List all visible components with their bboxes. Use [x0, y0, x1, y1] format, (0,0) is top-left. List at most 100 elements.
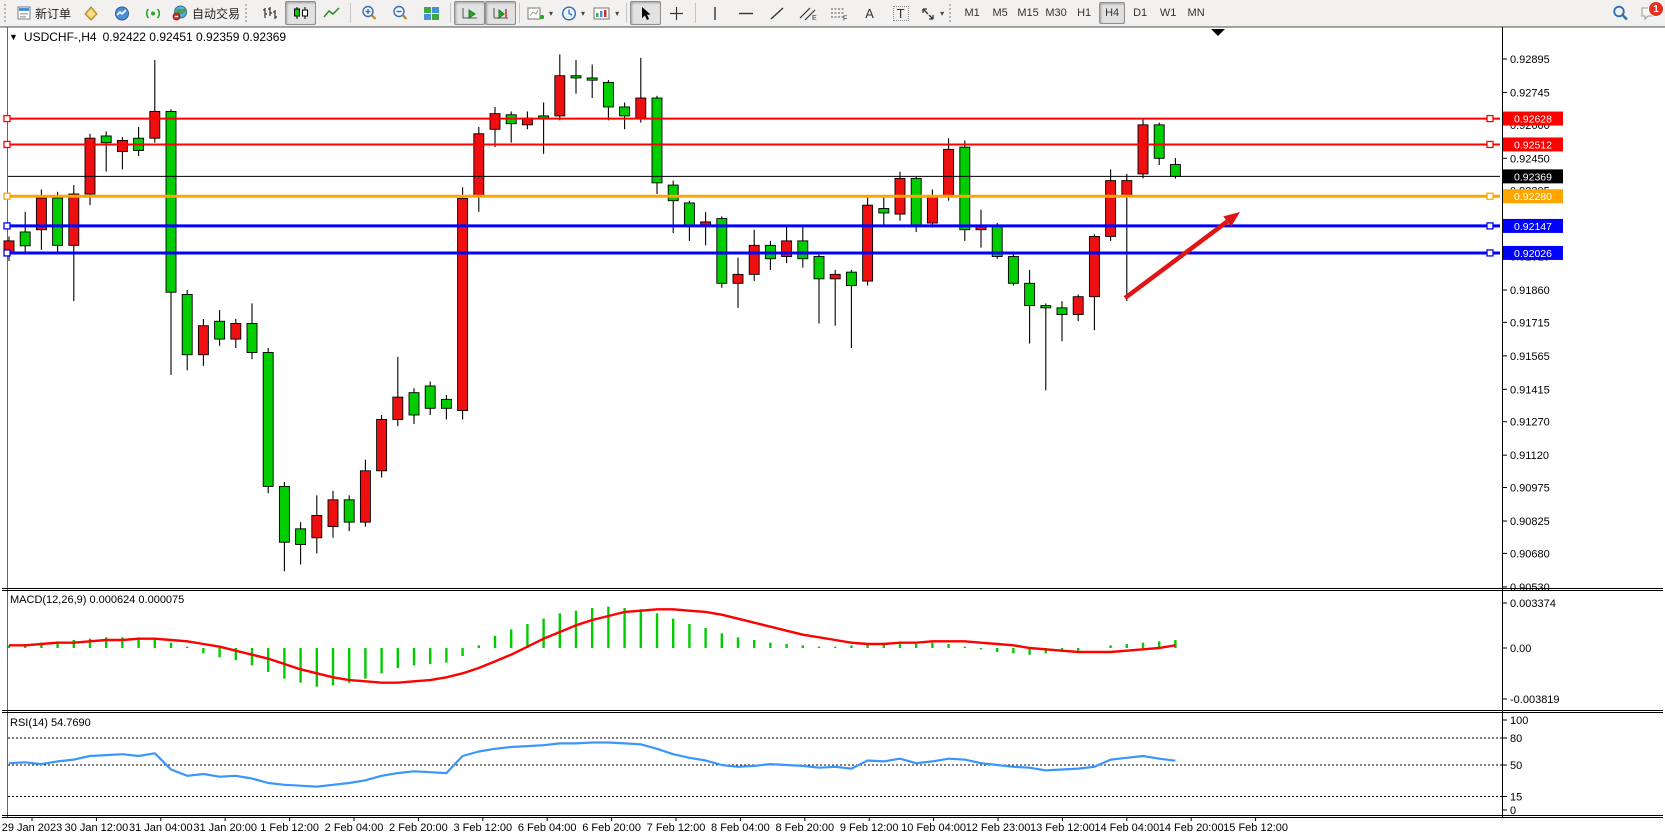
bar-chart-button[interactable] — [254, 1, 285, 25]
market-watch-icon — [114, 6, 129, 20]
toolbar-grip[interactable] — [949, 4, 955, 22]
periods-button[interactable]: ▾ — [557, 1, 589, 25]
price-tick-label: 0.91120 — [1510, 450, 1549, 462]
cursor-button[interactable] — [630, 1, 662, 25]
new-order-button[interactable]: 新订单 — [13, 1, 75, 25]
timeframe-button-D1[interactable]: D1 — [1133, 7, 1148, 19]
price-tick-label: 0.92745 — [1510, 87, 1550, 99]
notifications-button[interactable]: 1 — [1636, 1, 1664, 24]
svg-text:-0.003819: -0.003819 — [1510, 694, 1560, 706]
fibonacci-tool-button[interactable]: F — [823, 1, 854, 25]
new-chart-button[interactable]: ▾ — [523, 1, 557, 25]
toolbar-grip[interactable] — [4, 4, 10, 22]
trendline-tool-button[interactable] — [761, 1, 792, 25]
price-tick-label: 0.90825 — [1510, 516, 1550, 528]
scroll-to-end-marker[interactable] — [1211, 29, 1225, 36]
timeframe-button-H4[interactable]: H4 — [1099, 2, 1126, 24]
horizontal-line-tool-button[interactable] — [730, 1, 761, 25]
time-tick-label: 12 Feb 23:00 — [966, 822, 1031, 834]
annotation-arrow[interactable] — [1123, 219, 1229, 300]
horizontal-line-objects[interactable]: 0.92628 0.92512 0.92369 0.92280 0.92147 0.920… — [3, 111, 1563, 260]
search-button[interactable] — [1605, 1, 1636, 25]
annotation-arrow-head[interactable] — [1223, 212, 1240, 227]
chart-shift-button[interactable] — [485, 1, 517, 25]
svg-text:0.92369: 0.92369 — [1514, 171, 1552, 183]
svg-text:0.92280: 0.92280 — [1514, 191, 1552, 203]
tile-windows-icon — [424, 6, 440, 20]
templates-button[interactable]: ▾ — [589, 1, 623, 25]
timeframe-button-W1[interactable]: W1 — [1159, 7, 1177, 19]
candlestick-chart-button[interactable] — [285, 1, 317, 25]
price-tick-label: 0.90680 — [1510, 548, 1550, 560]
zoom-in-button[interactable] — [354, 1, 385, 25]
market-watch-button[interactable] — [106, 1, 137, 25]
vertical-line-tool-button[interactable] — [699, 1, 730, 25]
arrows-tool-icon — [922, 7, 934, 20]
svg-text:F: F — [843, 15, 847, 21]
time-tick-label: 2 Feb 04:00 — [325, 822, 384, 834]
price-line-badge — [1503, 189, 1563, 204]
price-line-badge — [1503, 169, 1563, 184]
signals-button[interactable] — [137, 1, 168, 25]
dropdown-caret-icon[interactable]: ▾ — [615, 8, 620, 18]
macd-pane: 0.003374 0.00 -0.003819 — [7, 598, 1560, 706]
fibonacci-icon: F — [830, 8, 847, 21]
timeframe-button-M30[interactable]: M30 — [1045, 7, 1067, 19]
crosshair-icon — [670, 6, 684, 20]
auto-scroll-button[interactable] — [454, 1, 486, 25]
text-tool-icon: A — [865, 5, 874, 21]
time-tick-label: 14 Feb 04:00 — [1094, 822, 1159, 834]
svg-text:0.92628: 0.92628 — [1514, 114, 1552, 126]
quotes-window-button[interactable] — [75, 1, 106, 25]
search-icon — [1613, 5, 1628, 21]
toolbar: 新订单 自动交易 — [0, 0, 1665, 27]
time-tick-label: 6 Feb 20:00 — [582, 822, 641, 834]
auto-trading-button[interactable]: 自动交易 — [168, 1, 244, 25]
tile-windows-button[interactable] — [416, 1, 447, 25]
svg-text:0.00: 0.00 — [1510, 643, 1531, 655]
text-label-tool-button[interactable]: T — [885, 1, 916, 25]
time-tick-label: 1 Feb 12:00 — [260, 822, 319, 834]
price-tick-label: 0.92895 — [1510, 54, 1550, 66]
auto-trading-label: 自动交易 — [192, 6, 241, 21]
timeframe-button-M5[interactable]: M5 — [992, 7, 1008, 19]
time-axis[interactable]: 29 Jan 2023 30 Jan 12:00 31 Jan 04:00 31 Ja… — [2, 817, 1288, 835]
toolbar-grip[interactable] — [245, 4, 251, 22]
price-line-badge — [1503, 111, 1563, 126]
template-icon — [593, 7, 610, 19]
new-order-icon — [17, 6, 31, 20]
toolbar-separator — [350, 3, 352, 23]
dropdown-caret-icon[interactable]: ▾ — [940, 8, 945, 18]
toolbar-separator — [519, 3, 521, 23]
svg-text:E: E — [812, 15, 817, 21]
rsi-line — [8, 741, 1176, 788]
time-tick-label: 14 Feb 20:00 — [1159, 822, 1224, 834]
line-handle — [3, 192, 11, 200]
macd-indicator-label: MACD(12,26,9) 0.000624 0.000075 — [10, 594, 185, 606]
time-tick-label: 29 Jan 2023 — [2, 822, 63, 834]
text-tool-button[interactable]: A — [854, 1, 885, 25]
zoom-out-button[interactable] — [385, 1, 416, 25]
dropdown-caret-icon[interactable]: ▾ — [549, 8, 554, 18]
chart-collapse-caret-icon[interactable]: ▼ — [9, 32, 18, 42]
line-handle — [1486, 249, 1494, 257]
dropdown-caret-icon[interactable]: ▾ — [581, 8, 586, 18]
channel-tool-button[interactable]: E — [792, 1, 823, 25]
time-tick-label: 15 Feb 12:00 — [1223, 822, 1288, 834]
chart-symbol-period: USDCHF-,H4 — [23, 30, 97, 44]
time-tick-label: 6 Feb 04:00 — [518, 822, 577, 834]
new-chart-icon — [527, 7, 545, 19]
rsi-indicator-label: RSI(14) 54.7690 — [10, 717, 91, 729]
line-chart-button[interactable] — [316, 1, 347, 25]
chart-ohlc-readout: 0.92422 0.92451 0.92359 0.92369 — [102, 30, 287, 44]
svg-text:0.92147: 0.92147 — [1514, 221, 1552, 233]
timeframe-button-H1[interactable]: H1 — [1077, 7, 1092, 19]
equidistant-channel-icon: E — [799, 7, 817, 21]
timeframe-button-M15[interactable]: M15 — [1017, 7, 1039, 19]
timeframe-button-MN[interactable]: MN — [1187, 7, 1205, 19]
timeframe-button-M1[interactable]: M1 — [964, 7, 980, 19]
svg-text:0: 0 — [1510, 805, 1516, 817]
crosshair-button[interactable] — [661, 1, 692, 25]
arrows-tool-button[interactable]: ▾ — [916, 1, 948, 25]
